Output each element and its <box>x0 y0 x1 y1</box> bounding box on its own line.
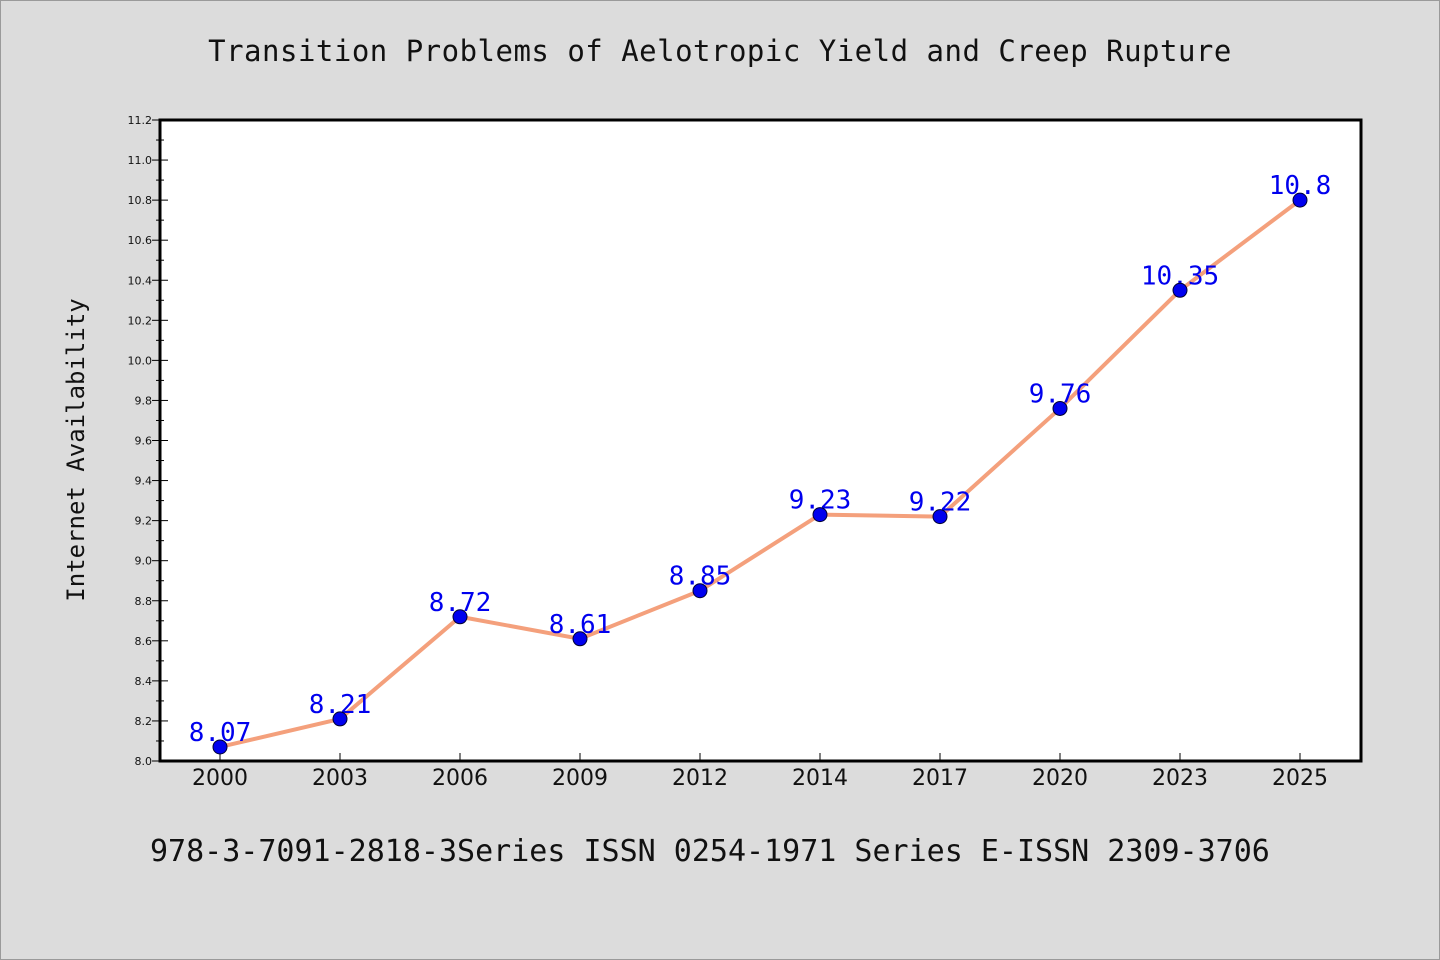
y-tick-label: 9.4 <box>135 475 153 488</box>
y-tick-label: 11.0 <box>128 154 153 167</box>
x-tick-label: 2009 <box>552 766 608 791</box>
data-point <box>452 609 468 625</box>
data-point <box>212 739 228 755</box>
x-tick-label: 2003 <box>312 766 368 791</box>
series-line <box>219 198 1302 749</box>
x-tick-label: 2014 <box>792 766 848 791</box>
data-point <box>1172 282 1188 298</box>
y-tick-label: 9.6 <box>135 435 153 448</box>
y-tick-label: 9.2 <box>135 515 153 528</box>
footer-isbn-text: 978-3-7091-2818-3Series ISSN 0254-1971 S… <box>150 834 1270 869</box>
y-tick-label: 9.8 <box>135 394 153 407</box>
data-point <box>1292 192 1308 208</box>
plot-area <box>158 118 1363 763</box>
y-tick-label: 10.6 <box>128 234 153 247</box>
series-group: 8.078.218.728.618.859.23 9.229.7610.3510.… <box>189 171 1331 755</box>
x-tick-label: 2025 <box>1272 766 1328 791</box>
data-point <box>332 711 348 727</box>
y-tick-label: 10.2 <box>128 314 153 327</box>
y-axis: 8.0 8.2 8.4 8.6 8.8 9.0 9.2 9.4 9.6 9.8 10.0 10.2 10… <box>128 114 168 768</box>
data-point <box>812 507 828 523</box>
y-tick-label: 8.2 <box>135 715 153 728</box>
data-point <box>1052 400 1068 416</box>
chart-title: Transition Problems of Aelotropic Yield … <box>208 34 1232 68</box>
x-tick-label: 2020 <box>1032 766 1088 791</box>
y-tick-label: 8.0 <box>135 755 153 768</box>
y-tick-label: 10.4 <box>128 274 153 287</box>
y-tick-label: 10.0 <box>128 354 153 367</box>
y-tick-label: 11.2 <box>128 114 153 127</box>
x-tick-label: 2012 <box>672 766 728 791</box>
data-point <box>572 631 588 647</box>
x-tick-label: 2023 <box>1152 766 1208 791</box>
data-point <box>932 509 948 525</box>
x-tick-label: 2017 <box>912 766 968 791</box>
y-tick-label: 8.8 <box>135 595 153 608</box>
y-tick-label: 10.8 <box>128 194 153 207</box>
y-tick-label: 8.6 <box>135 635 153 648</box>
x-tick-label: 2006 <box>432 766 488 791</box>
x-axis: 2000 2003 2006 2009 2012 2014 2017 2020 2023 2025 <box>192 753 1328 791</box>
y-tick-label: 9.0 <box>135 555 153 568</box>
x-tick-label: 2000 <box>192 766 248 791</box>
y-tick-label: 8.4 <box>135 675 153 688</box>
data-point <box>692 583 708 599</box>
